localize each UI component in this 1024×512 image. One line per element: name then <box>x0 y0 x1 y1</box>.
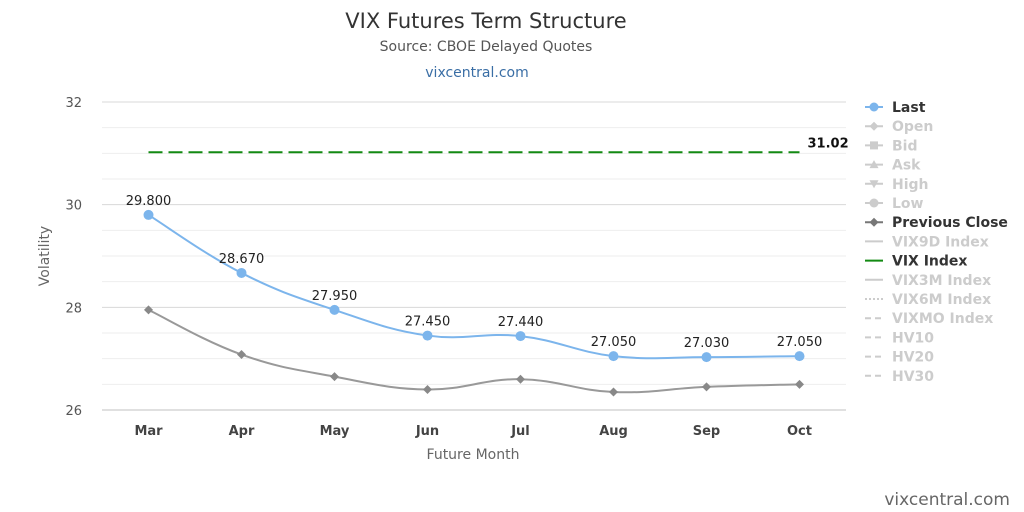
legend-label: HV30 <box>892 369 934 385</box>
chart-subtitle: Source: CBOE Delayed Quotes <box>380 39 593 55</box>
legend-label: High <box>892 177 929 193</box>
legend-item[interactable]: Bid <box>865 138 918 154</box>
previous-close-point[interactable] <box>609 387 618 397</box>
last-point[interactable] <box>236 267 247 278</box>
x-tick-label: Jul <box>510 424 530 439</box>
legend-label: Previous Close <box>892 215 1008 231</box>
legend-triangle-down-marker <box>869 180 879 189</box>
x-tick-label: Jun <box>415 424 439 439</box>
previous-close-point[interactable] <box>237 350 246 360</box>
last-data-label: 27.050 <box>777 335 823 350</box>
y-axis-title: Volatility <box>37 226 53 286</box>
legend-label: VIX3M Index <box>892 273 991 289</box>
previous-close-point[interactable] <box>702 382 711 392</box>
legend-label: Low <box>892 196 924 212</box>
legend-item[interactable]: Ask <box>865 158 921 174</box>
last-data-label: 27.030 <box>684 336 730 351</box>
legend-label: VIXMO Index <box>892 311 993 327</box>
last-point[interactable] <box>329 304 340 315</box>
legend-diamond-marker <box>869 217 879 227</box>
x-tick-label: Mar <box>134 424 163 439</box>
series-layer: 31.02 29.800 28.670 27.950 27.450 27.440 27.05… <box>126 136 849 397</box>
legend-item[interactable]: VIX9D Index <box>865 234 989 250</box>
x-tick-label: Oct <box>787 424 812 439</box>
x-axis-title: Future Month <box>427 447 520 463</box>
legend: Last Open Bid Ask High Low Previous Close VIX9D… <box>865 100 1008 385</box>
legend-item[interactable]: Last <box>865 100 926 116</box>
last-data-label: 27.050 <box>591 335 637 350</box>
vix-index-label: 31.02 <box>808 136 849 151</box>
previous-close-point[interactable] <box>795 379 804 389</box>
vixcentral-link[interactable]: vixcentral.com <box>425 65 528 81</box>
last-data-label: 27.950 <box>312 289 358 304</box>
legend-label: HV20 <box>892 350 934 366</box>
last-data-label: 28.670 <box>219 252 265 267</box>
legend-item[interactable]: VIX6M Index <box>865 292 991 308</box>
legend-label: Open <box>892 119 933 135</box>
legend-item[interactable]: High <box>865 177 929 193</box>
y-tick-label: 26 <box>65 404 82 419</box>
last-point[interactable] <box>701 352 712 363</box>
legend-label: HV10 <box>892 330 934 346</box>
previous-close-point[interactable] <box>516 374 525 384</box>
legend-item[interactable]: HV10 <box>865 330 934 346</box>
legend-label: Bid <box>892 138 918 154</box>
credit-text[interactable]: vixcentral.com <box>884 490 1010 510</box>
legend-label: VIX Index <box>892 254 967 270</box>
legend-item[interactable]: Previous Close <box>865 215 1008 231</box>
legend-item[interactable]: VIXMO Index <box>865 311 993 327</box>
legend-square-marker <box>870 141 878 150</box>
last-point[interactable] <box>608 351 619 362</box>
legend-circle-marker <box>869 198 879 208</box>
last-point[interactable] <box>143 209 154 220</box>
x-tick-label: May <box>320 424 350 439</box>
last-data-label: 29.800 <box>126 194 172 209</box>
x-axis-ticks: Mar Apr May Jun Jul Aug Sep Oct <box>134 424 812 439</box>
previous-close-point[interactable] <box>423 384 432 394</box>
y-tick-label: 30 <box>65 199 82 214</box>
legend-label: Ask <box>892 158 921 174</box>
legend-triangle-up-marker <box>869 160 879 169</box>
last-data-label: 27.440 <box>498 315 544 330</box>
legend-label: Last <box>892 100 926 116</box>
last-point[interactable] <box>515 331 526 342</box>
x-tick-label: Apr <box>229 424 255 439</box>
chart-title: VIX Futures Term Structure <box>345 9 626 33</box>
legend-item[interactable]: VIX Index <box>865 254 967 270</box>
legend-item[interactable]: HV20 <box>865 350 934 366</box>
last-data-label: 27.450 <box>405 315 451 330</box>
last-point[interactable] <box>422 330 433 341</box>
legend-item[interactable]: Low <box>865 196 924 212</box>
previous-close-point[interactable] <box>330 372 339 382</box>
y-tick-label: 32 <box>65 96 82 111</box>
x-tick-label: Aug <box>599 424 628 439</box>
y-tick-label: 28 <box>65 301 82 316</box>
last-point[interactable] <box>794 351 805 362</box>
legend-item[interactable]: Open <box>865 119 933 135</box>
legend-item[interactable]: VIX3M Index <box>865 273 991 289</box>
x-tick-label: Sep <box>693 424 721 439</box>
legend-label: VIX9D Index <box>892 234 989 250</box>
legend-diamond-marker <box>869 121 879 131</box>
grid-lines <box>102 101 846 411</box>
legend-item[interactable]: HV30 <box>865 369 934 385</box>
legend-label: VIX6M Index <box>892 292 991 308</box>
y-axis-ticks: 26 28 30 32 <box>65 96 82 419</box>
legend-circle-marker <box>869 102 879 112</box>
previous-close-point[interactable] <box>144 305 153 315</box>
